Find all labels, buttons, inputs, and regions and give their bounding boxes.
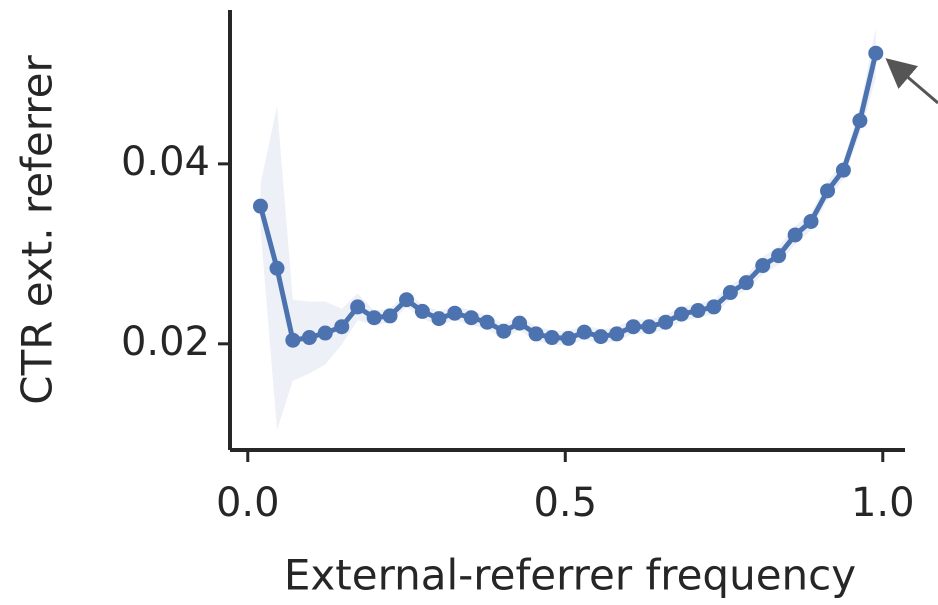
x-tick-label: 1.0 bbox=[851, 480, 915, 526]
x-tick-label: 0.5 bbox=[533, 480, 597, 526]
point bbox=[528, 326, 544, 342]
point bbox=[285, 332, 301, 348]
point bbox=[868, 45, 884, 61]
point bbox=[576, 324, 592, 340]
y-axis-label: CTR ext. referrer bbox=[13, 55, 62, 405]
point bbox=[787, 227, 803, 243]
point bbox=[641, 319, 657, 335]
point bbox=[852, 113, 868, 129]
point bbox=[366, 310, 382, 326]
point bbox=[673, 306, 689, 322]
point bbox=[755, 258, 771, 274]
point bbox=[512, 315, 528, 331]
point bbox=[544, 330, 560, 346]
annotation-arrow bbox=[885, 58, 938, 105]
point bbox=[479, 314, 495, 330]
point bbox=[722, 285, 738, 301]
point bbox=[399, 292, 415, 308]
point bbox=[447, 305, 463, 321]
x-axis-label: External-referrer frequency bbox=[284, 551, 856, 600]
point bbox=[301, 330, 317, 346]
point bbox=[690, 303, 706, 319]
point bbox=[771, 248, 787, 264]
confidence-band bbox=[260, 27, 876, 431]
point bbox=[269, 260, 285, 276]
point bbox=[820, 183, 836, 199]
point bbox=[738, 275, 754, 291]
line bbox=[258, 52, 879, 343]
point bbox=[706, 299, 722, 315]
point bbox=[414, 303, 430, 319]
point bbox=[463, 310, 479, 326]
point bbox=[317, 325, 333, 341]
point bbox=[382, 308, 398, 324]
point bbox=[658, 314, 674, 330]
point bbox=[252, 198, 268, 214]
point bbox=[625, 319, 641, 335]
point bbox=[496, 323, 512, 339]
point bbox=[431, 311, 447, 327]
point bbox=[803, 213, 819, 229]
x-tick-label: 0.0 bbox=[216, 480, 280, 526]
point bbox=[835, 162, 851, 178]
point bbox=[334, 319, 350, 335]
y-tick-label: 0.04 bbox=[121, 139, 210, 185]
point bbox=[609, 326, 625, 342]
point bbox=[593, 329, 609, 345]
point bbox=[350, 299, 366, 315]
y-tick-label: 0.02 bbox=[121, 319, 210, 365]
point bbox=[560, 330, 576, 346]
